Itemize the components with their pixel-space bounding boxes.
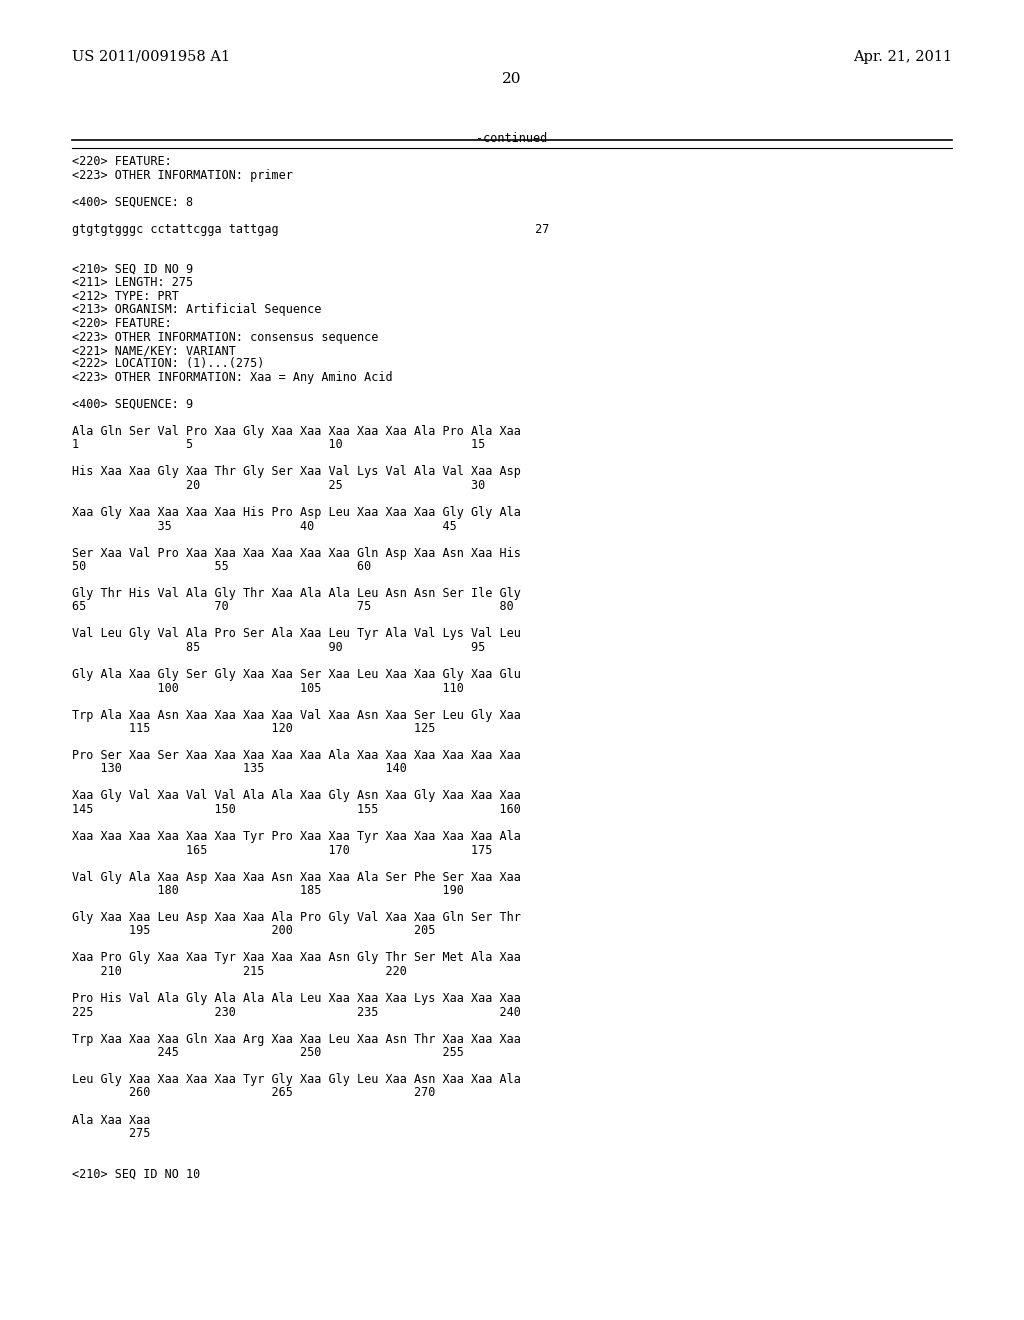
- Text: Gly Thr His Val Ala Gly Thr Xaa Ala Ala Leu Asn Asn Ser Ile Gly: Gly Thr His Val Ala Gly Thr Xaa Ala Ala …: [72, 587, 521, 601]
- Text: 65                  70                  75                  80: 65 70 75 80: [72, 601, 514, 614]
- Text: 50                  55                  60: 50 55 60: [72, 560, 372, 573]
- Text: Val Gly Ala Xaa Asp Xaa Xaa Asn Xaa Xaa Ala Ser Phe Ser Xaa Xaa: Val Gly Ala Xaa Asp Xaa Xaa Asn Xaa Xaa …: [72, 870, 521, 883]
- Text: 260                 265                 270: 260 265 270: [72, 1086, 435, 1100]
- Text: 165                 170                 175: 165 170 175: [72, 843, 493, 857]
- Text: -continued: -continued: [476, 132, 548, 145]
- Text: Trp Ala Xaa Asn Xaa Xaa Xaa Xaa Val Xaa Asn Xaa Ser Leu Gly Xaa: Trp Ala Xaa Asn Xaa Xaa Xaa Xaa Val Xaa …: [72, 709, 521, 722]
- Text: His Xaa Xaa Gly Xaa Thr Gly Ser Xaa Val Lys Val Ala Val Xaa Asp: His Xaa Xaa Gly Xaa Thr Gly Ser Xaa Val …: [72, 466, 521, 479]
- Text: 85                  90                  95: 85 90 95: [72, 642, 485, 653]
- Text: 1               5                   10                  15: 1 5 10 15: [72, 438, 485, 451]
- Text: Apr. 21, 2011: Apr. 21, 2011: [853, 50, 952, 63]
- Text: Ser Xaa Val Pro Xaa Xaa Xaa Xaa Xaa Xaa Gln Asp Xaa Asn Xaa His: Ser Xaa Val Pro Xaa Xaa Xaa Xaa Xaa Xaa …: [72, 546, 521, 560]
- Text: <222> LOCATION: (1)...(275): <222> LOCATION: (1)...(275): [72, 358, 264, 371]
- Text: 210                 215                 220: 210 215 220: [72, 965, 407, 978]
- Text: Pro His Val Ala Gly Ala Ala Ala Leu Xaa Xaa Xaa Lys Xaa Xaa Xaa: Pro His Val Ala Gly Ala Ala Ala Leu Xaa …: [72, 993, 521, 1005]
- Text: Gly Xaa Xaa Leu Asp Xaa Xaa Ala Pro Gly Val Xaa Xaa Gln Ser Thr: Gly Xaa Xaa Leu Asp Xaa Xaa Ala Pro Gly …: [72, 911, 521, 924]
- Text: Xaa Xaa Xaa Xaa Xaa Xaa Tyr Pro Xaa Xaa Tyr Xaa Xaa Xaa Xaa Ala: Xaa Xaa Xaa Xaa Xaa Xaa Tyr Pro Xaa Xaa …: [72, 830, 521, 843]
- Text: <211> LENGTH: 275: <211> LENGTH: 275: [72, 276, 194, 289]
- Text: 115                 120                 125: 115 120 125: [72, 722, 435, 735]
- Text: 20: 20: [502, 73, 522, 86]
- Text: Trp Xaa Xaa Xaa Gln Xaa Arg Xaa Xaa Leu Xaa Asn Thr Xaa Xaa Xaa: Trp Xaa Xaa Xaa Gln Xaa Arg Xaa Xaa Leu …: [72, 1032, 521, 1045]
- Text: <213> ORGANISM: Artificial Sequence: <213> ORGANISM: Artificial Sequence: [72, 304, 322, 317]
- Text: Xaa Gly Xaa Xaa Xaa Xaa His Pro Asp Leu Xaa Xaa Xaa Gly Gly Ala: Xaa Gly Xaa Xaa Xaa Xaa His Pro Asp Leu …: [72, 506, 521, 519]
- Text: 245                 250                 255: 245 250 255: [72, 1045, 464, 1059]
- Text: Val Leu Gly Val Ala Pro Ser Ala Xaa Leu Tyr Ala Val Lys Val Leu: Val Leu Gly Val Ala Pro Ser Ala Xaa Leu …: [72, 627, 521, 640]
- Text: 225                 230                 235                 240: 225 230 235 240: [72, 1006, 521, 1019]
- Text: <223> OTHER INFORMATION: primer: <223> OTHER INFORMATION: primer: [72, 169, 293, 181]
- Text: 275: 275: [72, 1127, 151, 1140]
- Text: 100                 105                 110: 100 105 110: [72, 681, 464, 694]
- Text: <212> TYPE: PRT: <212> TYPE: PRT: [72, 290, 179, 304]
- Text: <210> SEQ ID NO 9: <210> SEQ ID NO 9: [72, 263, 194, 276]
- Text: 145                 150                 155                 160: 145 150 155 160: [72, 803, 521, 816]
- Text: 195                 200                 205: 195 200 205: [72, 924, 435, 937]
- Text: <221> NAME/KEY: VARIANT: <221> NAME/KEY: VARIANT: [72, 345, 236, 356]
- Text: 20                  25                  30: 20 25 30: [72, 479, 485, 492]
- Text: <400> SEQUENCE: 8: <400> SEQUENCE: 8: [72, 195, 194, 209]
- Text: <220> FEATURE:: <220> FEATURE:: [72, 317, 172, 330]
- Text: Ala Xaa Xaa: Ala Xaa Xaa: [72, 1114, 151, 1126]
- Text: 130                 135                 140: 130 135 140: [72, 763, 407, 776]
- Text: 180                 185                 190: 180 185 190: [72, 884, 464, 898]
- Text: Xaa Gly Val Xaa Val Val Ala Ala Xaa Gly Asn Xaa Gly Xaa Xaa Xaa: Xaa Gly Val Xaa Val Val Ala Ala Xaa Gly …: [72, 789, 521, 803]
- Text: Pro Ser Xaa Ser Xaa Xaa Xaa Xaa Xaa Ala Xaa Xaa Xaa Xaa Xaa Xaa: Pro Ser Xaa Ser Xaa Xaa Xaa Xaa Xaa Ala …: [72, 748, 521, 762]
- Text: <210> SEQ ID NO 10: <210> SEQ ID NO 10: [72, 1167, 201, 1180]
- Text: <220> FEATURE:: <220> FEATURE:: [72, 154, 172, 168]
- Text: <223> OTHER INFORMATION: Xaa = Any Amino Acid: <223> OTHER INFORMATION: Xaa = Any Amino…: [72, 371, 392, 384]
- Text: <400> SEQUENCE: 9: <400> SEQUENCE: 9: [72, 399, 194, 411]
- Text: <223> OTHER INFORMATION: consensus sequence: <223> OTHER INFORMATION: consensus seque…: [72, 330, 379, 343]
- Text: Ala Gln Ser Val Pro Xaa Gly Xaa Xaa Xaa Xaa Xaa Ala Pro Ala Xaa: Ala Gln Ser Val Pro Xaa Gly Xaa Xaa Xaa …: [72, 425, 521, 438]
- Text: Xaa Pro Gly Xaa Xaa Tyr Xaa Xaa Xaa Asn Gly Thr Ser Met Ala Xaa: Xaa Pro Gly Xaa Xaa Tyr Xaa Xaa Xaa Asn …: [72, 952, 521, 965]
- Text: gtgtgtgggc cctattcgga tattgag                                    27: gtgtgtgggc cctattcgga tattgag 27: [72, 223, 549, 235]
- Text: 35                  40                  45: 35 40 45: [72, 520, 457, 532]
- Text: Leu Gly Xaa Xaa Xaa Xaa Tyr Gly Xaa Gly Leu Xaa Asn Xaa Xaa Ala: Leu Gly Xaa Xaa Xaa Xaa Tyr Gly Xaa Gly …: [72, 1073, 521, 1086]
- Text: Gly Ala Xaa Gly Ser Gly Xaa Xaa Ser Xaa Leu Xaa Xaa Gly Xaa Glu: Gly Ala Xaa Gly Ser Gly Xaa Xaa Ser Xaa …: [72, 668, 521, 681]
- Text: US 2011/0091958 A1: US 2011/0091958 A1: [72, 50, 230, 63]
